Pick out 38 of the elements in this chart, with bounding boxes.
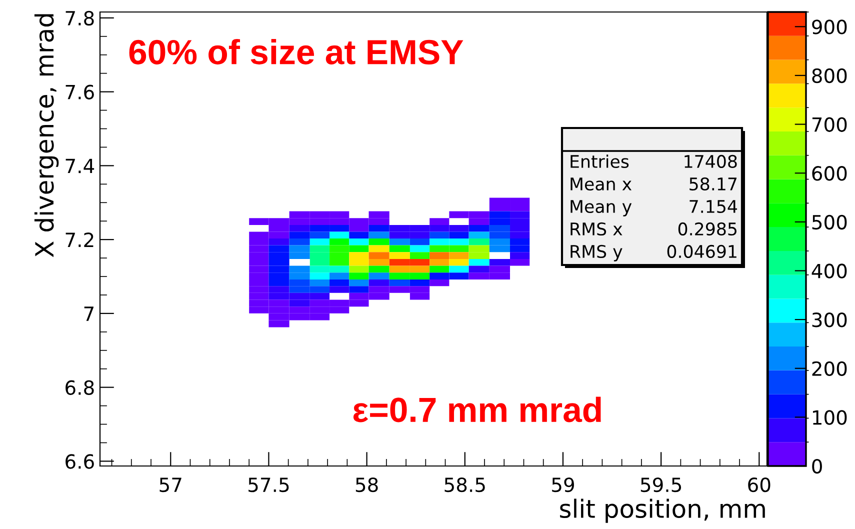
annotation: Mean x [570,178,632,191]
color-bar-label: 600 [812,166,847,181]
annotation: 60% of size at EMSY [129,38,464,64]
annotation: 58.17 [690,177,737,191]
x-tick-label: 57.5 [248,478,289,492]
color-bar-label: 700 [812,117,847,132]
color-bar-label: 300 [812,312,847,328]
x-tick-label: 59.5 [640,477,682,492]
y-tick-label: 7.6 [66,84,94,100]
annotation: 0.2985 [678,222,736,236]
annotation: Mean y [570,200,632,216]
color-bar-label: 400 [812,264,847,278]
annotation: Entries [570,154,629,168]
x-tick-label: 59 [552,477,574,492]
x-tick-label: 58 [356,477,378,492]
color-bar-label: 500 [812,214,847,230]
color-bar-label: 900 [812,20,847,34]
y-tick-label: 7.4 [66,158,94,174]
color-bar-label: 100 [812,410,847,425]
color-bar-label: 800 [812,68,847,84]
y-tick-label: 7.8 [66,10,94,26]
color-bar-label: 200 [812,361,847,376]
annotation: ε=0.7 mm mrad [353,396,601,422]
annotation: RMS x [570,222,622,236]
annotation: 17408 [684,154,737,168]
y-tick-label: 6.8 [66,380,94,395]
x-tick-label: 58.5 [444,477,485,492]
annotation: RMS y [570,244,622,262]
annotation: 7.154 [690,200,738,214]
x-tick-label: 57 [160,478,182,492]
y-tick-label: 7.2 [66,232,94,247]
y-tick-label: 6.6 [66,454,94,469]
y-tick-label: 7 [84,306,94,321]
x-tick-label: 60 [748,477,770,492]
color-bar-label: 0 [812,458,822,474]
annotation: 0.04691 [667,244,736,258]
x-axis-title: slit position, mm [560,498,765,523]
y-axis-title: X divergence, mrad [34,14,59,258]
